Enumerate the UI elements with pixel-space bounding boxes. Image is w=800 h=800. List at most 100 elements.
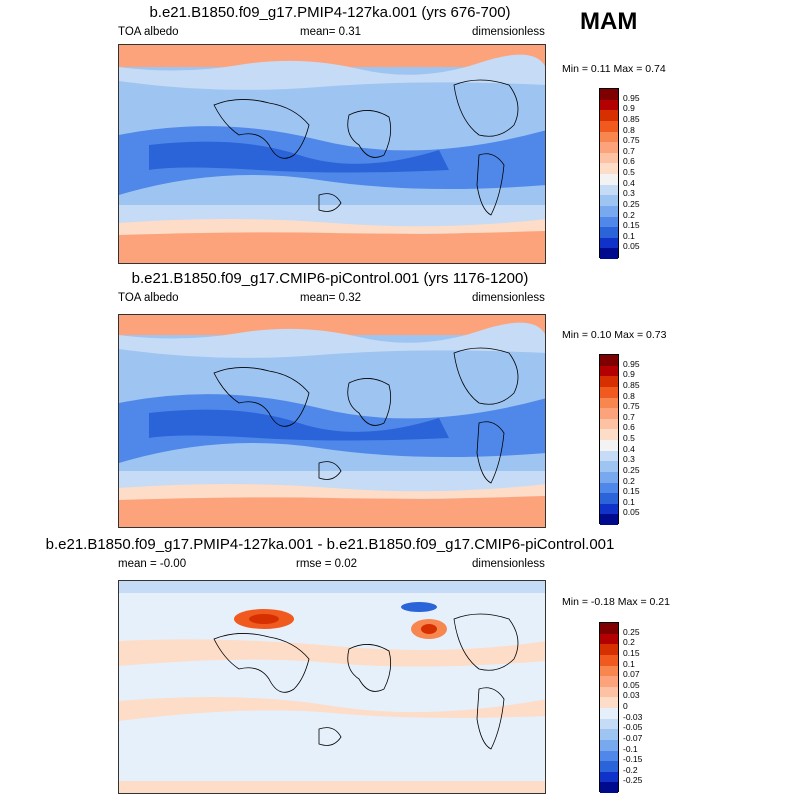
season-label: MAM [580, 8, 638, 35]
colorbar-segment [600, 461, 618, 472]
colorbar-segment [600, 644, 618, 655]
colorbar-segment [600, 761, 618, 772]
colorbar-segment [600, 163, 618, 174]
colorbar-segment [600, 503, 618, 515]
panel-3-units-label: dimensionless [472, 558, 545, 570]
colorbar-tick-label: -0.25 [623, 775, 643, 786]
colorbar-segment [600, 739, 618, 751]
colorbar-tick-label: 0.25 [623, 464, 640, 475]
colorbar-segment [600, 227, 618, 238]
panel-3-minmax: Min = -0.18 Max = 0.21 [562, 596, 670, 608]
colorbar-tick-label: 0.95 [623, 92, 640, 103]
colorbar-tick-label: 0.2 [623, 209, 635, 220]
colorbar-segment [600, 450, 618, 462]
colorbar-segment [600, 89, 618, 100]
colorbar-segment [600, 110, 618, 121]
colorbar-tick-label: 0.7 [623, 145, 635, 156]
colorbar-tick-label: 0.15 [623, 220, 640, 231]
colorbar-tick-label: 0.1 [623, 658, 635, 669]
colorbar-segment [600, 665, 618, 677]
colorbar-segment [600, 676, 618, 687]
colorbar-tick-label: 0.7 [623, 411, 635, 422]
colorbar-tick-label: 0.75 [623, 401, 640, 412]
colorbar-segment [600, 771, 618, 783]
colorbar-segment [600, 365, 618, 377]
colorbar-segment [600, 697, 618, 708]
colorbar-tick-label: 0.15 [623, 486, 640, 497]
colorbar-tick-label: 0.85 [623, 379, 640, 390]
panel-1-colorbar [599, 88, 619, 259]
colorbar-segment [600, 654, 618, 666]
panel-2-map [118, 314, 546, 528]
colorbar-segment [600, 376, 618, 387]
panel-3-title: b.e21.B1850.f09_g17.PMIP4-127ka.001 - b.… [45, 536, 615, 553]
colorbar-segment [600, 195, 618, 206]
colorbar-segment [600, 729, 618, 740]
colorbar-segment [600, 514, 618, 525]
colorbar-tick-label: -0.07 [623, 732, 643, 743]
panel-1-units-label: dimensionless [472, 26, 545, 38]
colorbar-tick-label: 0.2 [623, 475, 635, 486]
panel-1-left-label: TOA albedo [118, 26, 179, 38]
panel-2-colorbar [599, 354, 619, 525]
colorbar-segment [600, 397, 618, 409]
colorbar-segment [600, 782, 618, 793]
colorbar-tick-label: 0.8 [623, 124, 635, 135]
panel-1-map [118, 44, 546, 264]
colorbar-tick-label: 0.4 [623, 443, 635, 454]
colorbar-tick-label: -0.15 [623, 754, 643, 765]
panel-1-minmax: Min = 0.11 Max = 0.74 [562, 63, 666, 75]
colorbar-segment [600, 152, 618, 164]
colorbar-tick-label: 0.9 [623, 369, 635, 380]
panel-1-title: b.e21.B1850.f09_g17.PMIP4-127ka.001 (yrs… [149, 4, 511, 21]
colorbar-segment [600, 216, 618, 228]
colorbar-tick-label: 0.3 [623, 454, 635, 465]
panel-3-map [118, 580, 546, 794]
panel-2-units-label: dimensionless [472, 292, 545, 304]
colorbar-tick-label: 0.05 [623, 241, 640, 252]
colorbar-tick-label: -0.2 [623, 764, 638, 775]
colorbar-segment [600, 493, 618, 504]
colorbar-segment [600, 408, 618, 419]
colorbar-segment [600, 248, 618, 259]
colorbar-tick-label: 0.95 [623, 358, 640, 369]
colorbar-tick-label: 0.5 [623, 433, 635, 443]
colorbar-segment [600, 205, 618, 217]
colorbar-tick-label: 0.25 [623, 198, 640, 209]
colorbar-segment [600, 120, 618, 132]
colorbar-tick-label: 0.85 [623, 113, 640, 124]
colorbar-tick-label: 0.1 [623, 496, 635, 507]
colorbar-tick-label: 0.75 [623, 135, 640, 146]
colorbar-tick-label: 0.1 [623, 230, 635, 241]
colorbar-tick-label: 0.2 [623, 637, 635, 648]
panel-3-rmse-label: rmse = 0.02 [296, 558, 358, 570]
colorbar-segment [600, 99, 618, 111]
colorbar-tick-label: 0.07 [623, 669, 640, 680]
panel-2-mean-label: mean= 0.32 [300, 292, 362, 304]
colorbar-segment [600, 633, 618, 645]
panel-2-minmax: Min = 0.10 Max = 0.73 [562, 329, 667, 341]
colorbar-tick-label: 0.3 [623, 188, 635, 199]
colorbar-segment [600, 686, 618, 698]
colorbar-segment [600, 623, 618, 634]
colorbar-segment [600, 142, 618, 153]
panel-2-left-label: TOA albedo [118, 292, 179, 304]
colorbar-segment [600, 482, 618, 494]
colorbar-segment [600, 718, 618, 730]
colorbar-segment [600, 174, 618, 185]
colorbar-tick-label: 0.15 [623, 647, 640, 658]
colorbar-tick-label: 0.25 [623, 626, 640, 637]
colorbar-segment [600, 708, 618, 719]
colorbar-tick-label: 0.9 [623, 103, 635, 114]
colorbar-tick-label: 0.05 [623, 679, 640, 690]
colorbar-tick-label: 0 [623, 701, 628, 711]
colorbar-tick-label: 0.6 [623, 156, 635, 167]
colorbar-segment [600, 237, 618, 249]
colorbar-tick-label: -0.03 [623, 711, 643, 722]
colorbar-segment [600, 386, 618, 398]
colorbar-tick-label: 0.6 [623, 422, 635, 433]
colorbar-tick-label: 0.5 [623, 167, 635, 177]
colorbar-tick-label: -0.05 [623, 722, 643, 733]
colorbar-segment [600, 355, 618, 366]
colorbar-segment [600, 184, 618, 196]
